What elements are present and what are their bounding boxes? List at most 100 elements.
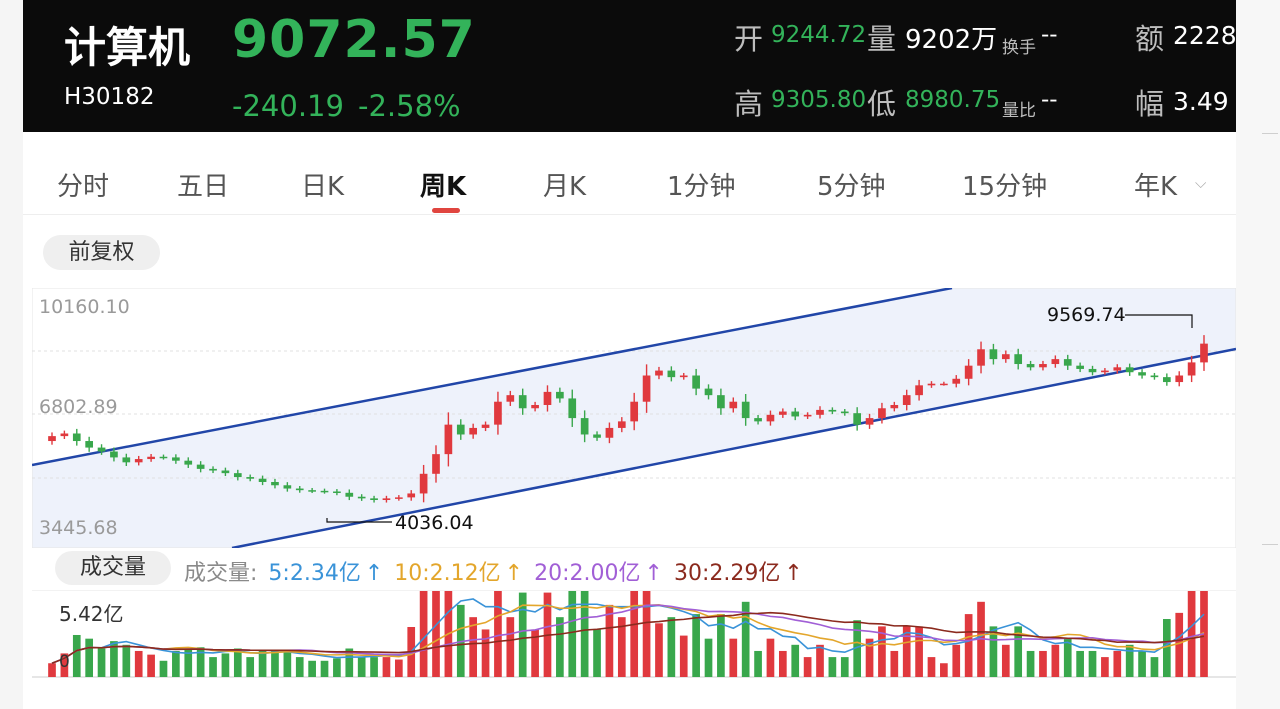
channel-upper-line [32,288,953,467]
up-arrow-icon: ↑ [504,561,524,586]
candle-body [60,433,69,437]
volume-bar [1088,650,1097,677]
volume-bar [122,644,131,677]
candle-body [233,473,242,478]
candle-body [977,349,985,366]
candle-body [655,370,663,376]
volume-bar [159,660,168,677]
candle-body [729,401,738,409]
candle-body [1039,364,1047,368]
y-tick-top: 10160.10 [39,296,130,318]
candle-body [494,401,502,425]
edge-divider [1262,133,1278,134]
candle-body [357,496,366,499]
last-price: 9072.57 [232,10,476,70]
candle-body [865,418,874,425]
volume-bar [791,644,800,677]
volume-bar [1113,650,1122,677]
low-annotation: 4036.04 [395,512,474,534]
candle-body [444,424,453,455]
active-tab-indicator [432,208,460,213]
candle-body [580,418,589,435]
tab-15min[interactable]: 15分钟 [962,172,1048,202]
volume-bar [865,638,874,677]
volume-bar [704,638,713,677]
app-root: 计算机 H30182 9072.57 -240.19 -2.58% 开 9244… [23,0,1236,709]
candle-body [1175,375,1184,383]
volume-bar [221,653,230,677]
volume-bar [964,614,973,677]
tab-1min[interactable]: 1分钟 [667,172,736,202]
candle-body [1113,367,1122,371]
volume-bar [184,648,193,677]
volume-bar [593,629,601,677]
volume-bar [320,660,329,677]
volume-bar [754,650,762,677]
candle-body [196,464,205,469]
tab-monthly-k[interactable]: 月K [543,172,587,202]
volume-bar [85,638,94,677]
open-label: 开 [734,22,764,56]
candle-body [543,391,552,405]
tab-daily-k[interactable]: 日K [301,172,345,202]
open-value: 9244.72 [771,22,867,48]
candle-body [48,436,56,442]
volume-bar [147,654,155,677]
volume-bar [172,650,180,677]
volume-bar [902,626,911,677]
volume-bar [927,657,936,677]
volume-bar [840,657,849,677]
low-leader-line [326,518,392,523]
volume-bar [940,663,948,677]
candle-body [1200,343,1208,363]
volume-bar [419,591,428,677]
candle-body [556,391,564,399]
candle-body [816,409,824,415]
candle-body [456,424,465,435]
candle-body [915,385,923,396]
volume-bar [1076,650,1084,677]
volume-bar [382,657,391,677]
candle-body [630,401,639,422]
candle-body [989,349,998,360]
tab-weekly-k[interactable]: 周K [420,172,467,202]
candle-body [531,404,539,409]
candle-body [778,411,787,415]
volume-bar [580,591,589,677]
volume-bar [506,617,515,677]
volume-bar [915,626,923,677]
volume-bar [1187,591,1196,677]
volume-bar [97,648,106,677]
low-value: 8980.75 [905,87,1001,113]
tab-five-day[interactable]: 五日 [177,172,230,202]
volume-bar [48,663,56,677]
candle-body [258,478,267,482]
volume-bar [345,648,354,677]
volume-bar [233,648,242,677]
candle-body [370,498,378,501]
volume-bar [394,659,403,677]
candle-body [283,485,292,489]
kline-chart[interactable] [32,288,1236,548]
tab-intraday[interactable]: 分时 [57,172,110,202]
volume-title[interactable]: 成交量 [55,551,171,585]
candle-body [345,492,354,497]
candle-body [605,427,614,438]
candle-body [741,401,750,419]
volume-bar [729,638,738,677]
volume-bar [630,591,639,677]
adjust-mode-button[interactable]: 前复权 [43,235,160,270]
volume-bar [878,626,886,677]
tab-yearly-k[interactable]: 年K [1134,172,1178,202]
tab-5min[interactable]: 5分钟 [817,172,886,202]
volume-chart[interactable] [32,590,1236,680]
candle-body [481,424,490,428]
candle-body [1125,367,1134,373]
candle-body [890,404,899,409]
chevron-down-icon[interactable]: ⌵ [1195,174,1207,192]
volume-label: 量 [867,22,897,56]
candle-body [754,418,762,422]
volume-value: 9202万 [905,25,998,55]
edge-divider [1262,544,1278,545]
candle-body [853,413,862,425]
